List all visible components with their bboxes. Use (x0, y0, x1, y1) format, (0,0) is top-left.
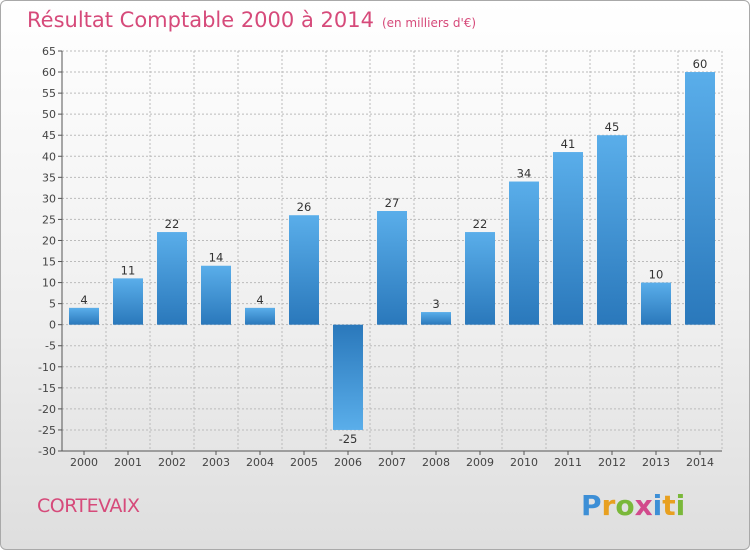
y-tick-label: -5 (45, 340, 56, 353)
x-tick-label: 2003 (202, 456, 230, 469)
data-label: 11 (121, 263, 136, 277)
y-tick-label: 50 (42, 108, 56, 121)
y-tick-label: 55 (42, 87, 56, 100)
y-tick-label: 0 (49, 319, 56, 332)
bar (465, 232, 495, 325)
x-tick-label: 2002 (158, 456, 186, 469)
logo-letter: i (652, 489, 663, 522)
data-label: 22 (473, 217, 488, 231)
y-tick-label: 60 (42, 66, 56, 79)
data-label: -25 (339, 432, 358, 446)
logo-letter: o (615, 489, 635, 522)
chart-unit: (en milliers d'€) (381, 16, 477, 30)
logo-letter: P (581, 489, 602, 522)
bar (597, 135, 627, 325)
y-tick-label: 5 (49, 298, 56, 311)
data-label: 41 (561, 137, 576, 151)
y-tick-label: -25 (38, 424, 56, 437)
y-tick-label: -15 (38, 382, 56, 395)
data-label: 14 (209, 251, 224, 265)
bar (245, 307, 275, 325)
y-tick-label: -20 (38, 403, 56, 416)
x-tick-label: 2014 (686, 456, 714, 469)
data-label: 26 (297, 200, 312, 214)
x-tick-label: 2006 (334, 456, 362, 469)
bar (157, 232, 187, 325)
data-label: 10 (649, 268, 664, 282)
x-tick-label: 2001 (114, 456, 142, 469)
logo-letter: t (662, 489, 676, 522)
logo-letter: x (634, 489, 653, 522)
bar (69, 307, 99, 325)
x-tick-label: 2010 (510, 456, 538, 469)
x-tick-label: 2011 (554, 456, 582, 469)
y-tick-label: 40 (42, 150, 56, 163)
x-tick-label: 2008 (422, 456, 450, 469)
chart-title-text: Résultat Comptable 2000 à 2014 (27, 8, 374, 32)
data-label: 3 (432, 297, 439, 311)
logo-letter: i (675, 489, 686, 522)
x-tick-label: 2004 (246, 456, 274, 469)
label-layer: -30 -25 -20 -15 -10 -5 0 5 10 15 20 25 30 35 40 45 50 55 6… (38, 45, 714, 469)
data-label: 4 (256, 293, 263, 307)
town-name: CORTEVAIX (37, 495, 140, 517)
data-label: 34 (517, 167, 532, 181)
logo-letter: r (601, 489, 616, 522)
y-tick-label: 65 (42, 45, 56, 58)
x-tick-label: 2005 (290, 456, 318, 469)
data-label: 60 (693, 57, 708, 71)
bar (377, 211, 407, 325)
data-label: 22 (165, 217, 180, 231)
bar (509, 181, 539, 325)
y-tick-label: 25 (42, 213, 56, 226)
bar (553, 152, 583, 325)
chart-title: Résultat Comptable 2000 à 2014 (en millie… (27, 8, 476, 32)
y-tick-label: 20 (42, 234, 56, 247)
data-label: 4 (80, 293, 87, 307)
x-tick-label: 2009 (466, 456, 494, 469)
bar (289, 215, 319, 325)
x-tick-label: 2012 (598, 456, 626, 469)
y-tick-label: 15 (42, 256, 56, 269)
y-tick-label: -10 (38, 361, 56, 374)
bar (421, 312, 451, 325)
bar (201, 265, 231, 325)
bar (113, 278, 143, 325)
x-tick-label: 2013 (642, 456, 670, 469)
y-tick-label: -30 (38, 445, 56, 458)
bar (685, 72, 715, 325)
proxiti-logo: Proxiti (581, 489, 685, 522)
bar (641, 282, 671, 325)
x-tick-label: 2007 (378, 456, 406, 469)
y-tick-label: 45 (42, 129, 56, 142)
y-tick-label: 35 (42, 171, 56, 184)
y-tick-label: 30 (42, 192, 56, 205)
y-tick-label: 10 (42, 277, 56, 290)
data-label: 27 (385, 196, 400, 210)
x-tick-label: 2000 (70, 456, 98, 469)
bar-layer (69, 72, 715, 430)
bar (333, 324, 363, 430)
data-label: 45 (605, 120, 620, 134)
